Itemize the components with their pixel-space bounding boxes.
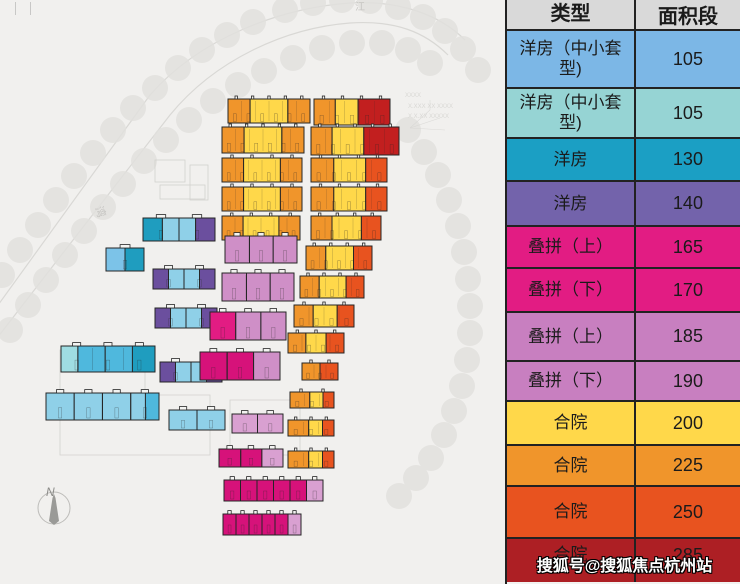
- svg-text:N: N: [46, 485, 55, 499]
- svg-text:江: 江: [355, 1, 365, 13]
- svg-text:XXXX: XXXX: [405, 93, 421, 99]
- svg-text:X.X.XX XXXXX: X.X.XX XXXXX: [408, 114, 449, 120]
- svg-text:X.XXX XX XXXX: X.XXX XX XXXX: [408, 104, 453, 110]
